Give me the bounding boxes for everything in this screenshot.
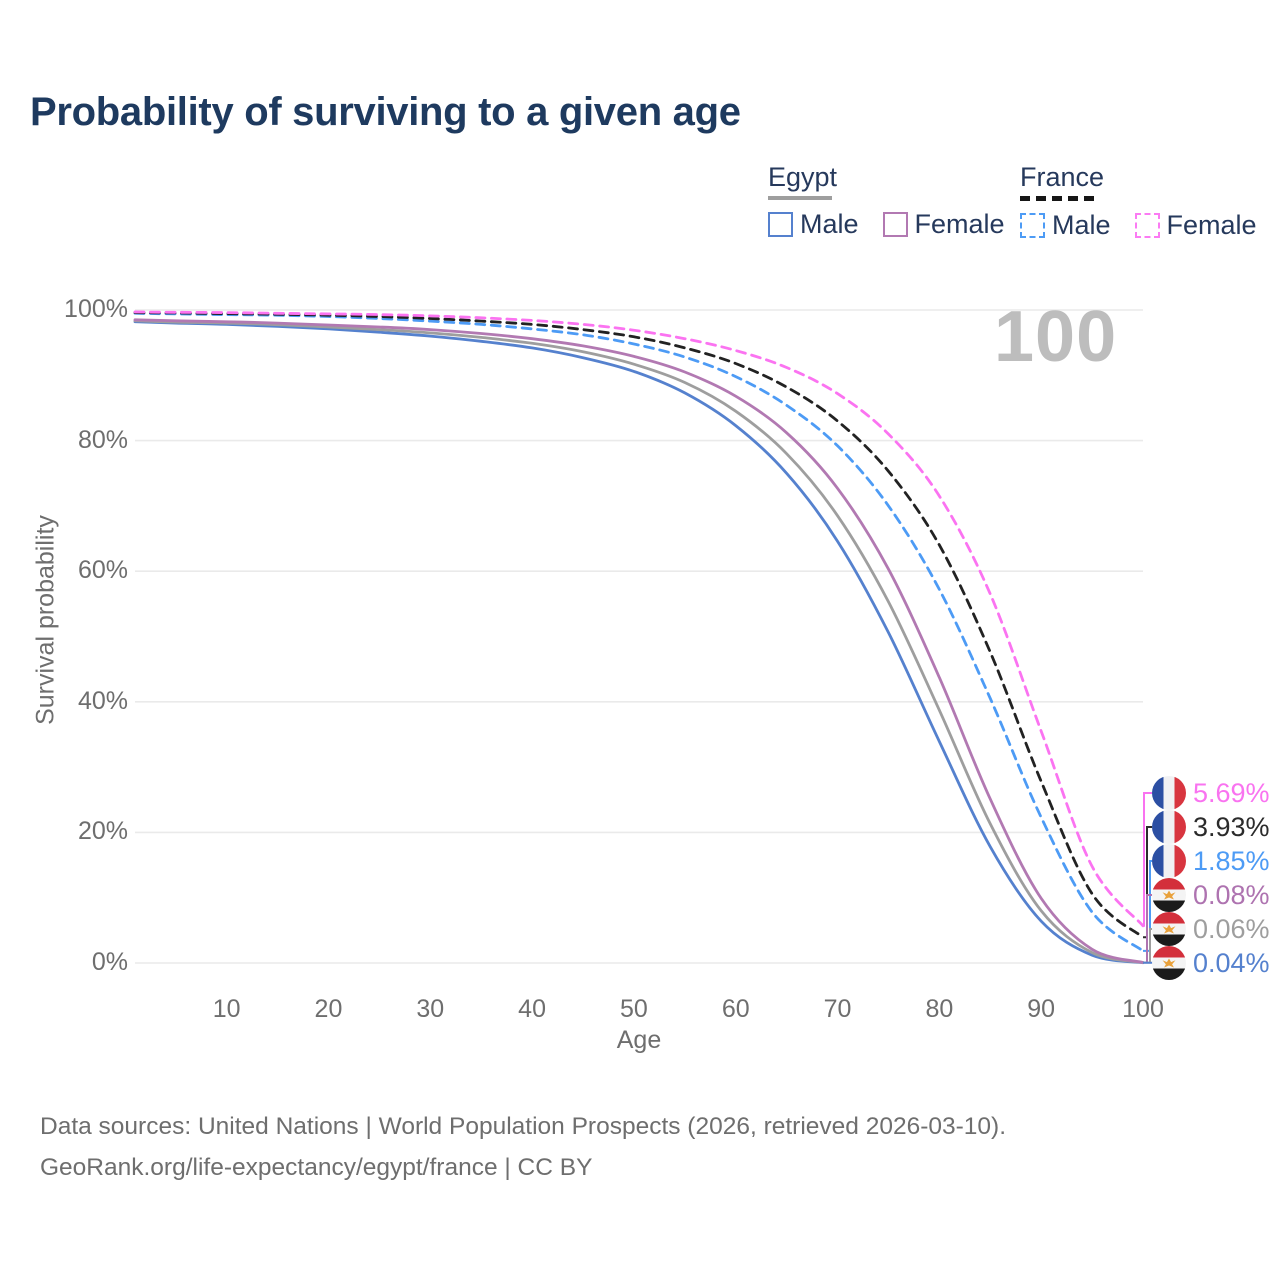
x-tick-label: 20 bbox=[314, 995, 343, 1023]
end-label-row-france-male: 1.85% bbox=[1152, 844, 1270, 878]
series-end-value: 3.93% bbox=[1193, 811, 1270, 842]
egypt-eagle-emblem-icon bbox=[1162, 924, 1176, 934]
series-line-egypt-male bbox=[133, 320, 1145, 965]
series-end-value: 0.04% bbox=[1193, 947, 1270, 978]
x-tick-label: 60 bbox=[721, 995, 750, 1023]
attribution-text: GeoRank.org/life-expectancy/egypt/france… bbox=[40, 1154, 593, 1181]
x-tick-label: 80 bbox=[925, 995, 954, 1023]
legend-egypt-title: Egypt bbox=[768, 162, 838, 192]
footer: Data sources: United Nations | World Pop… bbox=[40, 1106, 1006, 1188]
end-label-row-france-both-sexes: 3.93% bbox=[1152, 810, 1270, 844]
end-label-row-egypt-male: 0.04% bbox=[1152, 946, 1270, 980]
x-tick-label: 30 bbox=[416, 995, 445, 1023]
data-sources-text: Data sources: United Nations | World Pop… bbox=[40, 1113, 1007, 1140]
france-flag-icon bbox=[1152, 844, 1186, 878]
series-end-value: 1.85% bbox=[1193, 845, 1270, 876]
egypt-flag-icon bbox=[1152, 912, 1186, 946]
legend-group-egypt: Egypt Male Female bbox=[768, 162, 1005, 240]
y-tick-label: 80% bbox=[77, 425, 128, 454]
france-flag-icon bbox=[1152, 776, 1186, 810]
y-tick-label: 100% bbox=[64, 295, 128, 323]
y-tick-label: 40% bbox=[77, 686, 128, 715]
france-male-swatch-icon bbox=[1020, 213, 1045, 238]
egypt-male-swatch-icon bbox=[768, 212, 793, 237]
legend-item-egypt-female[interactable]: Female bbox=[882, 209, 1005, 240]
end-label-row-egypt-female: 0.08% bbox=[1152, 878, 1270, 912]
end-label-row-egypt-both-sexes: 0.06% bbox=[1152, 912, 1270, 946]
legend-label-france-female: Female bbox=[1166, 210, 1257, 240]
legend-egypt-solid-line-sample bbox=[768, 196, 832, 200]
series-end-value: 0.06% bbox=[1193, 913, 1270, 944]
y-tick-label: 0% bbox=[91, 948, 128, 976]
y-tick-label: 60% bbox=[77, 556, 128, 585]
legend-label-egypt-male: Male bbox=[800, 209, 859, 239]
legend-label-egypt-female: Female bbox=[914, 209, 1005, 239]
legend-item-egypt-male[interactable]: Male bbox=[768, 209, 859, 240]
end-label-connector bbox=[1143, 826, 1152, 939]
x-tick-label: 50 bbox=[620, 995, 648, 1023]
legend-france-dashed-line-sample bbox=[1020, 196, 1100, 201]
series-end-value: 0.08% bbox=[1193, 879, 1270, 910]
legend-france-title: France bbox=[1020, 162, 1105, 192]
page-title: Probability of surviving to a given age bbox=[30, 90, 741, 134]
series-line-france-both bbox=[133, 311, 1145, 939]
age-counter-watermark: 100 bbox=[994, 297, 1118, 377]
x-tick-label: 100 bbox=[1122, 995, 1164, 1023]
legend-item-france-female[interactable]: Female bbox=[1134, 210, 1257, 241]
series-line-egypt-both bbox=[133, 319, 1145, 964]
series-line-france-male bbox=[133, 311, 1145, 953]
egypt-female-swatch-icon bbox=[882, 212, 908, 237]
egypt-eagle-emblem-icon bbox=[1162, 890, 1176, 900]
series-line-egypt-female bbox=[133, 318, 1145, 964]
x-tick-label: 90 bbox=[1027, 995, 1056, 1023]
series-line-france-female bbox=[133, 310, 1145, 928]
legend-label-france-male: Male bbox=[1052, 210, 1111, 240]
x-axis-title: Age bbox=[616, 1026, 662, 1054]
end-label-connector bbox=[1143, 792, 1152, 927]
x-tick-label: 70 bbox=[823, 995, 852, 1023]
france-flag-icon bbox=[1152, 810, 1186, 844]
legend-group-france: France Male Female bbox=[1020, 162, 1257, 241]
egypt-flag-icon bbox=[1152, 878, 1186, 912]
y-tick-label: 20% bbox=[77, 817, 128, 846]
egypt-flag-icon bbox=[1152, 946, 1186, 980]
x-tick-label: 40 bbox=[518, 995, 546, 1023]
y-axis-title: Survival probability bbox=[31, 515, 60, 725]
france-female-swatch-icon bbox=[1134, 213, 1160, 238]
x-tick-label: 10 bbox=[212, 995, 241, 1023]
end-label-row-france-female: 5.69% bbox=[1152, 776, 1270, 810]
series-end-value: 5.69% bbox=[1193, 777, 1270, 808]
egypt-eagle-emblem-icon bbox=[1162, 958, 1176, 968]
legend-item-france-male[interactable]: Male bbox=[1020, 210, 1111, 241]
